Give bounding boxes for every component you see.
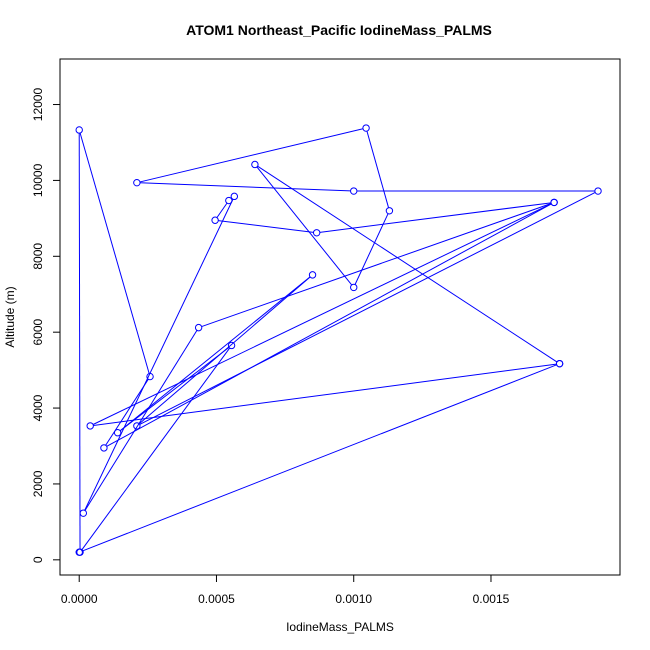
data-point bbox=[350, 283, 358, 292]
y-tick-label: 8000 bbox=[31, 243, 45, 270]
x-axis-label: IodineMass_PALMS bbox=[286, 620, 394, 634]
y-tick-label: 6000 bbox=[31, 319, 45, 346]
y-tick-label: 4000 bbox=[31, 394, 45, 421]
series-line-segment bbox=[84, 199, 234, 511]
series-line-segment bbox=[119, 276, 311, 432]
series-line-segment bbox=[84, 330, 198, 511]
series-line-segment bbox=[140, 182, 351, 192]
data-point bbox=[86, 422, 94, 430]
x-axis: 0.0000 0.0005 0.0010 0.0015 bbox=[61, 574, 510, 606]
series-line-segment bbox=[218, 220, 314, 233]
y-tick-label: 12000 bbox=[31, 88, 45, 122]
data-point bbox=[227, 341, 236, 350]
chart-title: ATOM1 Northeast_Pacific IodineMass_PALMS bbox=[186, 22, 492, 38]
data-point bbox=[230, 192, 239, 201]
x-tick-label: 0.0005 bbox=[198, 592, 235, 606]
series-line-segment bbox=[366, 130, 390, 208]
series-line-segment bbox=[81, 347, 231, 550]
data-point bbox=[594, 187, 602, 195]
series-line-segment bbox=[319, 202, 552, 233]
data-point bbox=[76, 548, 84, 556]
data-point bbox=[113, 429, 122, 437]
series-line-segment bbox=[139, 192, 596, 425]
data-point bbox=[146, 372, 154, 381]
series-line-segment bbox=[138, 276, 311, 425]
data-point bbox=[385, 207, 394, 215]
data-point bbox=[362, 124, 370, 132]
plot-frame bbox=[59, 58, 621, 576]
series-line-segment bbox=[79, 132, 150, 374]
data-point bbox=[133, 422, 141, 430]
series-line-segment bbox=[78, 133, 81, 550]
series-layer bbox=[75, 124, 602, 556]
x-tick-label: 0.0010 bbox=[335, 592, 372, 606]
series-line-segment bbox=[82, 364, 557, 552]
x-tick-label: 0.0015 bbox=[473, 592, 510, 606]
series-line-segment bbox=[257, 165, 558, 363]
data-point bbox=[100, 444, 108, 452]
data-point bbox=[133, 178, 141, 187]
series-line-segment bbox=[201, 203, 552, 328]
data-point bbox=[251, 160, 259, 169]
y-axis: 0 2000 4000 6000 8000 10000 12000 bbox=[31, 88, 61, 563]
data-point bbox=[225, 196, 233, 205]
series-line-segment bbox=[93, 363, 557, 426]
data-point bbox=[550, 198, 558, 207]
series-line-segment bbox=[92, 203, 552, 425]
data-point bbox=[211, 216, 219, 224]
data-point bbox=[75, 126, 83, 134]
x-tick-label: 0.0000 bbox=[61, 592, 98, 606]
y-tick-label: 10000 bbox=[31, 163, 45, 197]
data-point bbox=[308, 271, 317, 279]
data-point bbox=[194, 323, 203, 332]
series-line-segment bbox=[139, 128, 364, 183]
y-tick-label: 2000 bbox=[31, 470, 45, 497]
series-line-segment bbox=[105, 378, 149, 446]
data-point bbox=[79, 509, 88, 517]
series-line-segment bbox=[119, 347, 230, 432]
series-line-segment bbox=[256, 166, 353, 286]
data-point bbox=[312, 229, 321, 237]
series-line-segment bbox=[216, 202, 228, 218]
data-point bbox=[350, 187, 358, 195]
data-point bbox=[555, 359, 564, 368]
y-axis-label: Altitude (m) bbox=[3, 286, 17, 347]
series-line-segment bbox=[354, 213, 389, 285]
y-tick-label: 0 bbox=[31, 556, 45, 563]
series-line-segment bbox=[106, 203, 552, 447]
